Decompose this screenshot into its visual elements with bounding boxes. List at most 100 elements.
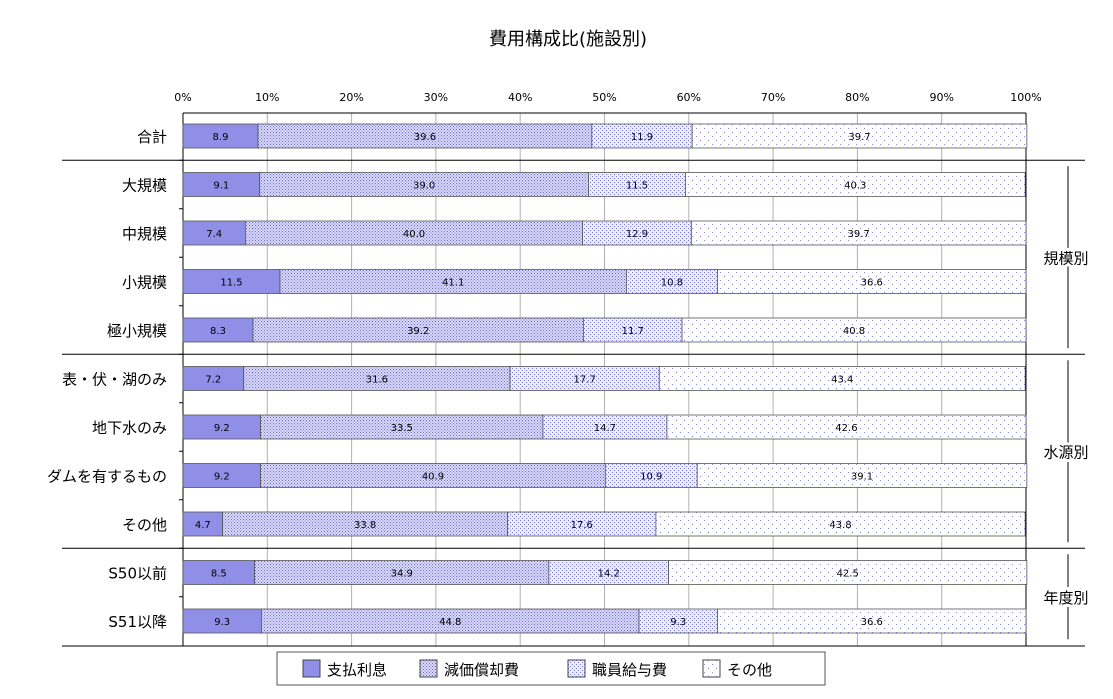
bar-segment <box>542 414 668 440</box>
legend-swatch <box>302 659 321 678</box>
bar-segment <box>244 220 583 246</box>
bar-value-label: 34.9 <box>391 569 413 580</box>
bar-segment <box>254 560 550 585</box>
bar-segment <box>668 560 1028 585</box>
bar-segment <box>604 463 698 488</box>
bar-segment <box>690 220 1027 246</box>
bar-segment <box>182 123 259 149</box>
bar-value-label: 11.7 <box>622 326 644 337</box>
bar-value-label: 42.5 <box>837 569 859 580</box>
bar-segment <box>685 172 1026 197</box>
group-label: 規模別 <box>1043 249 1088 267</box>
bar-value-label: 43.8 <box>829 520 851 531</box>
bar-value-label: 10.8 <box>661 278 683 289</box>
bar-value-label: 40.9 <box>422 472 444 483</box>
legend-label: 職員給与費 <box>592 661 667 679</box>
category-label: 中規模 <box>122 225 167 243</box>
bar-segment <box>655 511 1026 537</box>
bar-value-label: 39.7 <box>848 229 870 240</box>
bar-segment <box>509 366 660 391</box>
category-label: 地下水のみ <box>92 419 167 437</box>
bar-value-label: 40.0 <box>403 229 425 240</box>
bar-segment <box>260 608 640 634</box>
chart-title: 費用構成比(施設別) <box>489 29 647 50</box>
bar-segment <box>222 511 508 537</box>
category-label: 小規模 <box>122 274 167 292</box>
bar-value-label: 40.8 <box>843 326 865 337</box>
bar-value-label: 9.3 <box>670 617 686 628</box>
x-tick-label: 10% <box>255 91 279 104</box>
bar-value-label: 9.2 <box>214 423 230 434</box>
category-label: S51以降 <box>108 613 167 631</box>
group-label: 年度別 <box>1043 589 1088 607</box>
bar-segment <box>182 414 261 440</box>
bar-value-label: 39.7 <box>848 132 870 143</box>
bar-value-label: 33.8 <box>354 520 376 531</box>
x-tick-label: 60% <box>677 91 701 104</box>
bar-segment <box>182 608 262 634</box>
bar-value-label: 10.9 <box>640 472 662 483</box>
category-label: ダムを有するもの <box>47 468 167 486</box>
bar-segment <box>182 511 224 537</box>
bar-value-label: 31.6 <box>366 375 388 386</box>
bar-segment <box>717 269 1027 294</box>
x-tick-label: 80% <box>845 91 869 104</box>
x-tick-label: 70% <box>761 91 785 104</box>
bar-series: 8.9 39.6 11.9 39.7 9.1 39.0 11.5 40.3 7.4 40.0 12.… <box>182 123 1028 634</box>
category-label: 極小規模 <box>107 322 167 340</box>
bar-segment <box>182 172 261 197</box>
category-label: その他 <box>122 516 167 534</box>
bar-value-label: 33.5 <box>391 423 413 434</box>
bar-segment <box>279 269 627 294</box>
bar-segment <box>182 269 281 294</box>
bar-value-label: 7.2 <box>205 375 221 386</box>
legend-swatch <box>419 659 438 678</box>
bar-value-label: 4.7 <box>195 520 211 531</box>
bar-segment <box>658 366 1026 391</box>
bar-segment <box>717 608 1027 634</box>
bar-segment <box>243 366 511 391</box>
bar-value-label: 41.1 <box>442 278 464 289</box>
bar-value-label: 36.6 <box>861 278 883 289</box>
legend-swatch <box>567 659 586 678</box>
x-axis-ticks: 0% 10% 20% 30% 40% 50% 60% 70% 80% 90% 100% <box>174 91 1041 104</box>
category-label: 表・伏・湖のみ <box>62 371 167 389</box>
bar-value-label: 11.5 <box>626 181 648 192</box>
bar-value-label: 14.7 <box>594 423 616 434</box>
bar-value-label: 8.9 <box>213 132 229 143</box>
legend-label: 支払利息 <box>327 661 387 679</box>
bar-segment <box>681 317 1027 343</box>
bar-value-label: 17.6 <box>571 520 593 531</box>
bar-segment <box>257 123 593 149</box>
bar-segment <box>666 414 1027 440</box>
category-label: 大規模 <box>122 177 167 195</box>
bar-value-label: 39.6 <box>414 132 436 143</box>
legend: 支払利息 減価償却費 職員給与費 その他 <box>276 651 826 686</box>
bar-value-label: 8.5 <box>211 569 227 580</box>
bar-value-label: 12.9 <box>626 229 648 240</box>
bar-value-label: 11.5 <box>220 278 242 289</box>
bar-value-label: 9.1 <box>213 181 229 192</box>
bar-value-label: 14.2 <box>598 569 620 580</box>
bar-segment <box>507 511 657 537</box>
category-label: 合計 <box>137 128 167 146</box>
bar-value-label: 7.4 <box>206 229 222 240</box>
bar-value-label: 39.1 <box>851 472 873 483</box>
x-tick-label: 50% <box>592 91 616 104</box>
bar-value-label: 40.3 <box>844 181 866 192</box>
bar-value-label: 9.3 <box>214 617 230 628</box>
legend-box <box>276 651 826 686</box>
group-label: 水源別 <box>1043 443 1088 461</box>
category-label: S50以前 <box>108 565 167 583</box>
bar-segment <box>260 463 606 488</box>
x-tick-label: 30% <box>424 91 448 104</box>
bar-value-label: 9.2 <box>214 472 230 483</box>
bar-segment <box>182 220 246 246</box>
bar-value-label: 17.7 <box>574 375 596 386</box>
x-tick-label: 20% <box>339 91 363 104</box>
bar-segment <box>548 560 669 585</box>
bar-value-label: 42.6 <box>835 423 857 434</box>
